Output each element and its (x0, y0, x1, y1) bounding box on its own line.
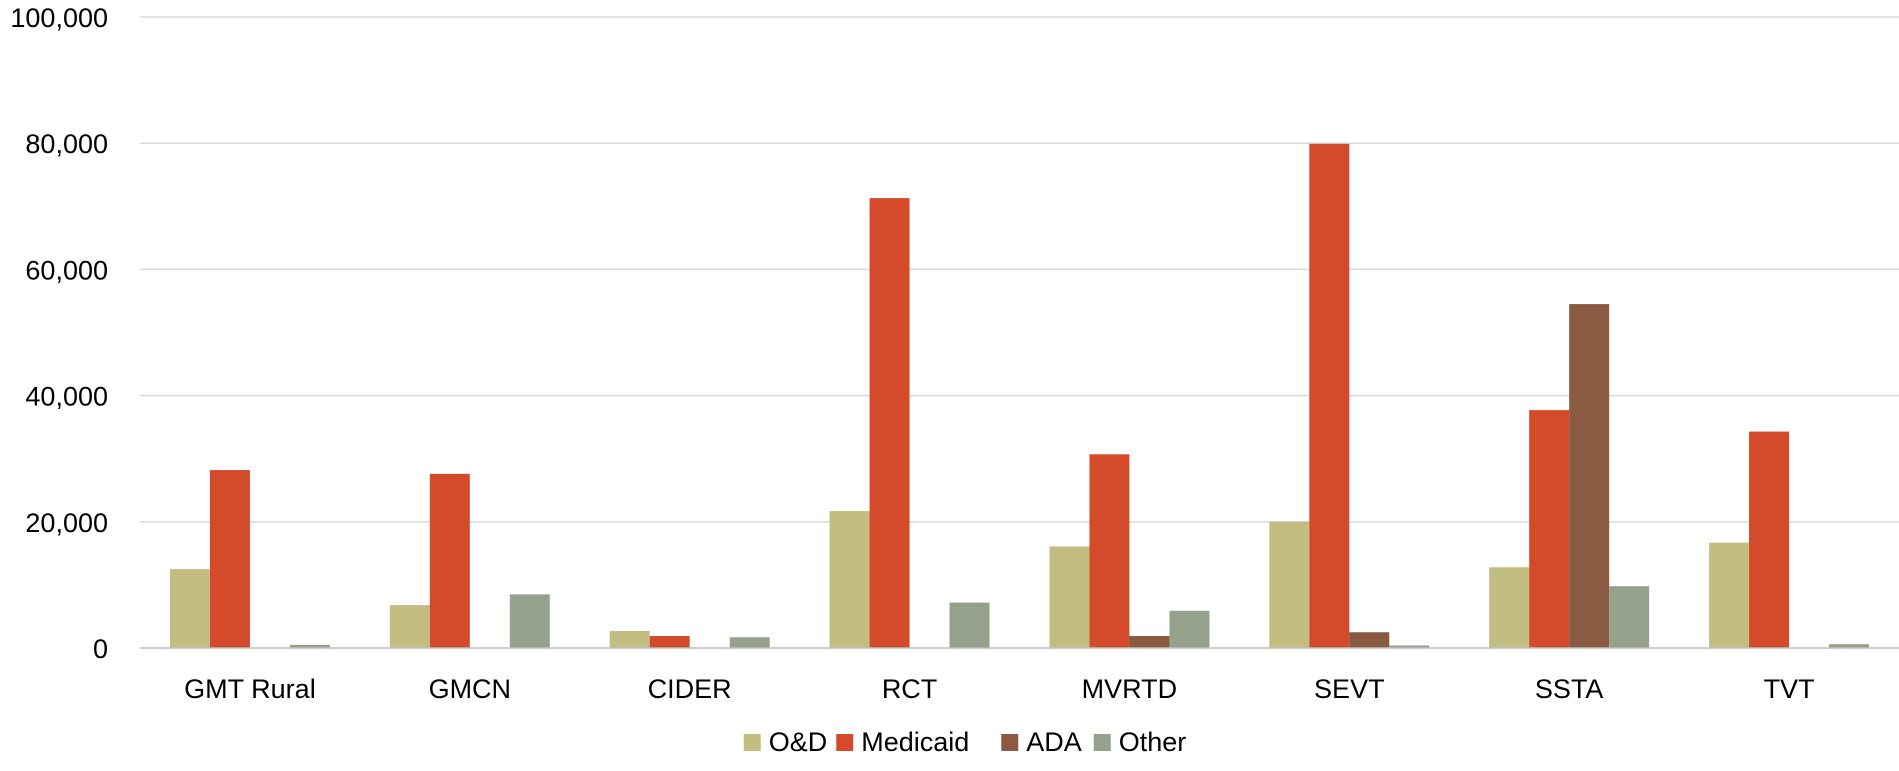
y-axis-tick-labels: 0 20,000 40,000 60,000 80,000 100,000 (10, 3, 108, 664)
bar (1389, 645, 1430, 648)
legend-swatch (743, 734, 761, 751)
bar (1089, 454, 1130, 648)
bar (429, 473, 470, 648)
x-axis-category-labels: GMT Rural GMCN CIDER RCT MVRTD SEVT SSTA TVT (184, 674, 1814, 704)
legend-swatch (1093, 734, 1111, 751)
bar (209, 470, 250, 648)
y-tick-label: 20,000 (25, 508, 108, 538)
x-category-label: GMT Rural (184, 674, 316, 704)
bar (649, 636, 690, 648)
legend-swatch (1001, 734, 1019, 751)
x-category-label: SEVT (1314, 674, 1385, 704)
bar (389, 605, 430, 648)
bar (509, 594, 550, 648)
bar (1609, 586, 1650, 648)
y-tick-label: 100,000 (10, 3, 108, 33)
legend-label: ADA (1026, 727, 1082, 757)
bar (1749, 431, 1790, 648)
bar (1169, 610, 1210, 648)
y-tick-label: 60,000 (25, 255, 108, 285)
bar (1049, 546, 1090, 648)
legend-item: Other (1093, 727, 1187, 757)
x-category-label: RCT (882, 674, 938, 704)
legend-label: Other (1119, 727, 1187, 757)
x-category-label: MVRTD (1082, 674, 1178, 704)
bar (869, 198, 910, 649)
legend-label: O&D (769, 727, 828, 757)
bar (289, 644, 330, 648)
bar (1709, 542, 1750, 648)
bar (609, 630, 650, 648)
legend: O&D Medicaid ADA Other (743, 727, 1187, 757)
x-category-label: CIDER (648, 674, 732, 704)
bar (1829, 644, 1870, 648)
y-tick-label: 80,000 (25, 129, 108, 159)
x-category-label: GMCN (429, 674, 512, 704)
bar (829, 511, 870, 648)
bar (949, 602, 990, 648)
x-category-label: TVT (1764, 674, 1815, 704)
bar (1569, 304, 1610, 648)
x-category-label: SSTA (1535, 674, 1604, 704)
bar (729, 637, 770, 648)
bar (1529, 410, 1570, 648)
bar (169, 569, 210, 648)
bar (1309, 143, 1350, 648)
y-tick-label: 0 (93, 634, 108, 664)
y-tick-label: 40,000 (25, 382, 108, 412)
bar (1489, 567, 1530, 648)
legend-label: Medicaid (861, 727, 969, 757)
legend-swatch (836, 734, 854, 751)
bar (1349, 632, 1390, 648)
bars (169, 143, 1870, 649)
legend-item: ADA (1001, 727, 1082, 757)
gridlines (140, 16, 1899, 523)
bar (1129, 636, 1170, 648)
legend-item: Medicaid (836, 727, 969, 757)
bar (1269, 521, 1310, 648)
legend-item: O&D (743, 727, 828, 757)
